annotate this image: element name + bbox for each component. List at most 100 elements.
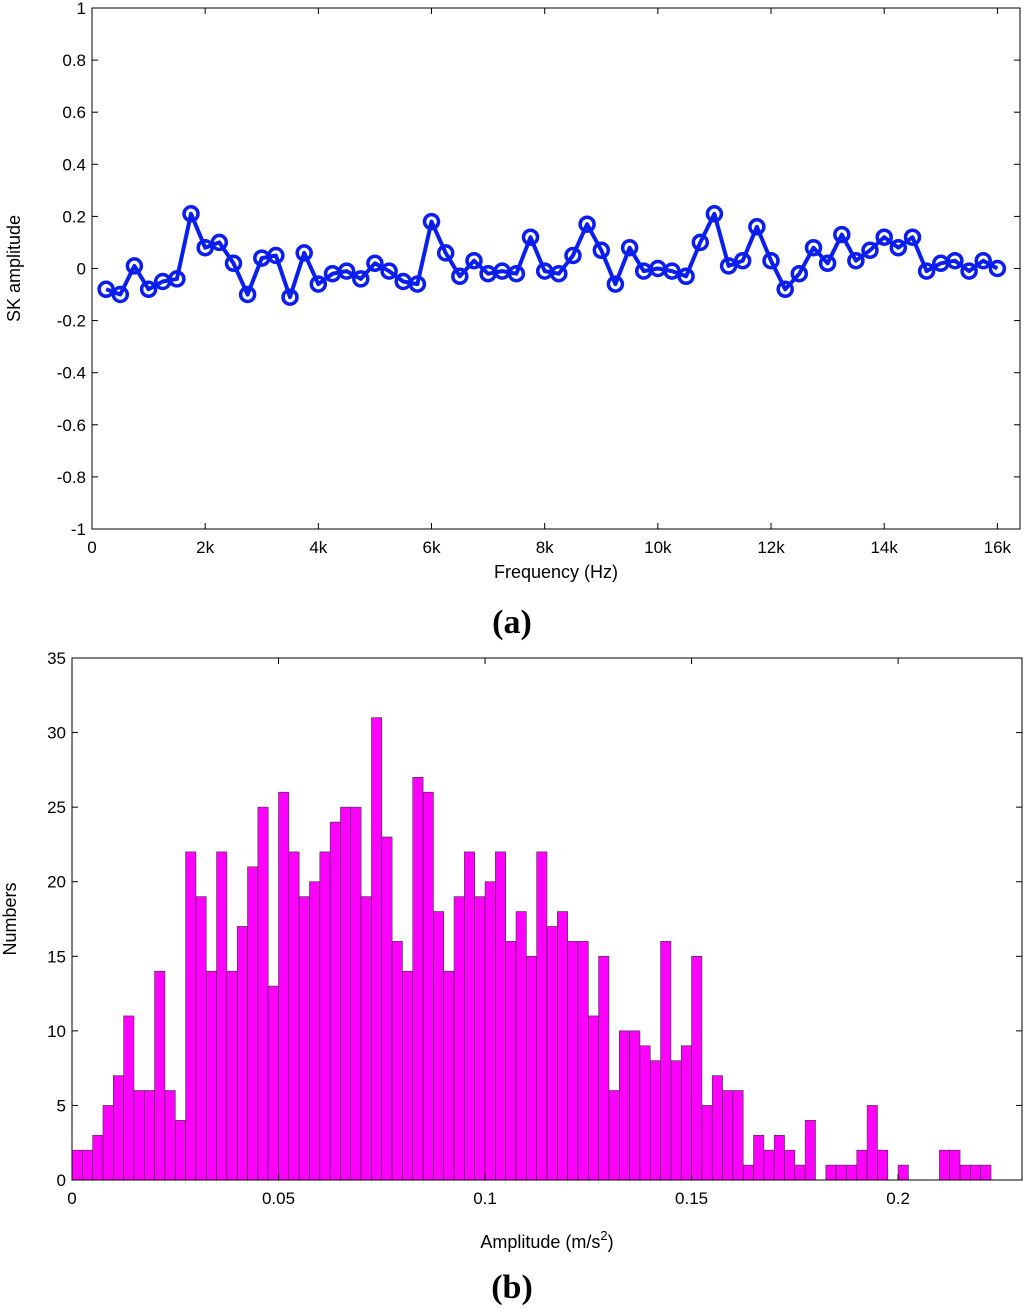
panel-b-bar bbox=[226, 970, 238, 1181]
panel-a-data-point bbox=[748, 218, 766, 236]
panel-a-y-tick-label: 0.2 bbox=[62, 207, 86, 226]
panel-a-y-tick-label: 0.6 bbox=[62, 103, 86, 122]
panel-b-x-axis-label: Amplitude (m/s2) bbox=[480, 1228, 613, 1252]
panel-a-y-tick-label: 1 bbox=[77, 0, 86, 18]
panel-b-x-tick-label: 0.2 bbox=[886, 1189, 910, 1208]
panel-a-data-point bbox=[691, 233, 710, 252]
panel-b-y-tick-label: 30 bbox=[47, 724, 66, 743]
panel-b-bar bbox=[433, 911, 445, 1181]
panel-a-data-point bbox=[677, 267, 695, 286]
panel-b-label: (b) bbox=[491, 1269, 533, 1306]
panel-b-bar bbox=[133, 1090, 145, 1181]
panel-a-data-point bbox=[790, 264, 809, 283]
panel-b-bar bbox=[236, 926, 248, 1181]
panel-b-y-tick-label: 0 bbox=[57, 1171, 66, 1190]
panel-b-y-tick-label: 10 bbox=[47, 1022, 66, 1041]
panel-a-series bbox=[97, 205, 1007, 306]
panel-b-bar bbox=[474, 896, 486, 1181]
panel-a-data-point bbox=[168, 270, 186, 288]
panel-a-data-point bbox=[733, 251, 752, 270]
panel-b-bar bbox=[195, 896, 207, 1181]
panel-b-bar bbox=[939, 1149, 951, 1181]
panel-a-data-point bbox=[719, 257, 738, 275]
panel-b-bar bbox=[629, 1030, 641, 1181]
panel-b-bar bbox=[298, 896, 310, 1181]
panel-a-data-point bbox=[762, 251, 780, 270]
panel-a-y-tick-label: -0.6 bbox=[57, 416, 86, 435]
panel-a-y-tick-label: 0.8 bbox=[62, 51, 86, 70]
panel-a-data-point bbox=[550, 264, 568, 283]
panel-a-data-point bbox=[903, 228, 922, 246]
panel-a-data-point bbox=[451, 267, 469, 286]
panel-a-data-point bbox=[889, 238, 908, 257]
panel-a-x-axis-label: Frequency (Hz) bbox=[494, 562, 618, 582]
panel-b-bar bbox=[804, 1120, 816, 1181]
panel-b-bar bbox=[92, 1134, 104, 1181]
panel-b-bar bbox=[763, 1149, 775, 1181]
panel-a-data-point bbox=[776, 280, 794, 299]
panel-a-x-tick-label: 6k bbox=[423, 538, 441, 557]
panel-a-data-point bbox=[436, 244, 455, 262]
panel-b-bar bbox=[701, 1105, 713, 1181]
panel-b-x-axis-label-suffix: ) bbox=[608, 1232, 614, 1252]
panel-b-bar bbox=[288, 851, 300, 1181]
panel-b-bar bbox=[587, 1015, 599, 1181]
panel-a-data-point bbox=[917, 262, 936, 280]
panel-a-data-point bbox=[818, 254, 837, 273]
panel-b-bar bbox=[247, 866, 259, 1181]
panel-b-bar bbox=[825, 1164, 837, 1181]
panel-a-data-point bbox=[238, 285, 257, 304]
panel-b-bar bbox=[278, 791, 290, 1181]
panel-b-bar bbox=[856, 1149, 868, 1181]
panel-b-bar bbox=[495, 851, 506, 1181]
panel-b-bar bbox=[453, 896, 465, 1181]
panel-a-x-tick-label: 8k bbox=[536, 538, 554, 557]
panel-a-data-point bbox=[210, 233, 229, 252]
panel-b-bar bbox=[639, 1045, 651, 1181]
panel-a-data-point bbox=[974, 251, 992, 270]
panel-b-bar bbox=[773, 1134, 785, 1181]
panel-b-bar bbox=[319, 851, 331, 1181]
panel-a-data-point bbox=[295, 244, 313, 262]
panel-b-bar bbox=[784, 1149, 796, 1181]
panel-a-data-point bbox=[875, 228, 893, 246]
panel-b-bar bbox=[970, 1164, 981, 1181]
panel-a-data-point bbox=[352, 270, 370, 288]
panel-a-data-point bbox=[620, 238, 639, 257]
panel-b-bar bbox=[536, 851, 548, 1181]
panel-a-data-point bbox=[578, 215, 596, 233]
panel-a-data-point bbox=[408, 275, 427, 293]
panel-b-bar bbox=[309, 881, 321, 1181]
panel-a-line-chart: 1 0.8 0.6 0.4 0.2 0 -0.2 -0.4 -0.6 -0.8 -1 0 2k 4k 6k… bbox=[4, 0, 1021, 641]
panel-b-bar bbox=[742, 1164, 754, 1181]
panel-b-bar bbox=[174, 1120, 186, 1181]
panel-a-data-point bbox=[606, 275, 625, 293]
panel-b-bar bbox=[980, 1164, 992, 1181]
panel-a-y-axis-label: SK amplitude bbox=[4, 215, 24, 322]
panel-a-x-tick-label: 16k bbox=[984, 538, 1012, 557]
panel-b-bar bbox=[897, 1164, 909, 1181]
panel-b-bar bbox=[722, 1090, 734, 1181]
panel-b-bar bbox=[732, 1090, 744, 1181]
panel-b-bar bbox=[846, 1164, 858, 1181]
panel-a-data-point bbox=[592, 241, 611, 260]
panel-a-x-tick-label: 10k bbox=[644, 538, 672, 557]
panel-a-x-tick-label: 2k bbox=[196, 538, 214, 557]
panel-b-bar bbox=[505, 941, 517, 1181]
panel-a-data-point bbox=[507, 264, 526, 283]
panel-b-y-tick-label: 5 bbox=[57, 1096, 66, 1115]
panel-b-bar bbox=[546, 926, 558, 1181]
panel-b-histogram: 0 5 10 15 20 25 30 35 0 0.05 0.1 0.15 0.2 Amplitude… bbox=[0, 649, 1023, 1306]
panel-a-x-tick-label: 14k bbox=[870, 538, 898, 557]
panel-a-data-point bbox=[380, 262, 398, 280]
panel-b-bar bbox=[205, 970, 217, 1181]
panel-b-bar bbox=[391, 941, 403, 1181]
panel-a-data-point bbox=[663, 262, 681, 280]
panel-b-x-tick-label: 0.05 bbox=[262, 1189, 295, 1208]
panel-b-bar bbox=[371, 717, 383, 1181]
panel-b-bar bbox=[567, 941, 579, 1181]
panel-a-data-point bbox=[960, 262, 978, 280]
panel-a-data-point bbox=[422, 212, 441, 231]
panel-a-data-point bbox=[196, 238, 214, 257]
panel-b-x-tick-label: 0 bbox=[67, 1189, 76, 1208]
